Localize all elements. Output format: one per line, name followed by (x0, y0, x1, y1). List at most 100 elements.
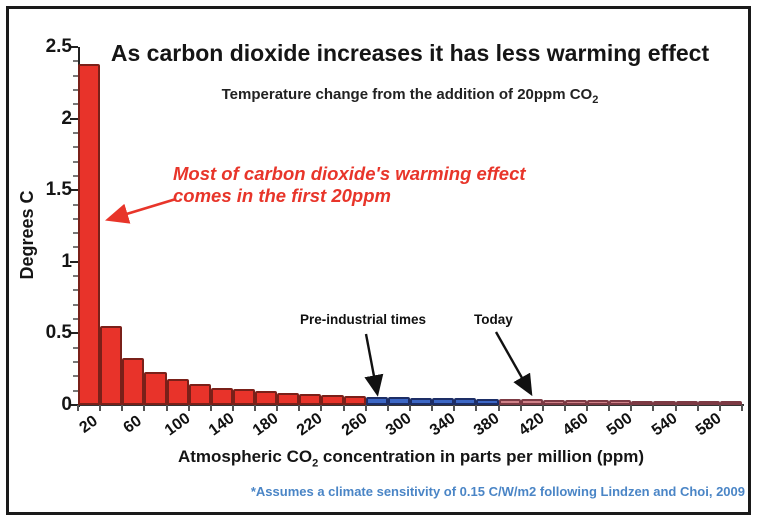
bar-280ppm (365, 396, 388, 405)
y-axis-tick-label: 1 (61, 250, 72, 272)
bar-160ppm (232, 389, 256, 405)
bar-120ppm (188, 383, 211, 405)
y-axis-minor-tick (73, 146, 78, 149)
bar-440ppm (542, 399, 565, 405)
bar-520ppm (631, 400, 654, 405)
y-axis-major-tick (70, 117, 78, 120)
bar-580ppm (697, 400, 720, 405)
bar-300ppm (387, 397, 410, 405)
x-axis-boundary-tick (254, 405, 257, 411)
x-axis-boundary-tick (541, 405, 544, 411)
bar-540ppm (653, 400, 676, 405)
x-axis-title-subscript: 2 (312, 457, 319, 470)
x-axis-boundary-tick (99, 405, 102, 411)
bar-260ppm (343, 395, 366, 405)
y-axis-major-tick (70, 404, 78, 406)
bar-60ppm (122, 357, 145, 405)
x-axis-boundary-tick (143, 405, 146, 411)
y-axis-tick-label: 1.5 (45, 179, 72, 201)
x-axis-boundary-tick (298, 405, 301, 411)
y-axis-minor-tick (73, 289, 78, 292)
y-axis-minor-tick (73, 232, 78, 235)
y-axis-minor-tick (73, 246, 78, 249)
x-axis-boundary-tick (696, 405, 699, 411)
x-axis-boundary-tick (674, 405, 677, 411)
y-axis-major-tick (70, 46, 78, 48)
bar-380ppm (476, 398, 499, 405)
x-axis-boundary-tick (276, 405, 279, 411)
x-axis-boundary-tick (741, 405, 743, 411)
chart-border-frame (6, 6, 751, 515)
bar-140ppm (210, 387, 233, 405)
x-axis-boundary-tick (519, 405, 522, 411)
bar-480ppm (587, 400, 610, 405)
bar-360ppm (454, 398, 477, 405)
x-axis-line (78, 404, 744, 406)
x-axis-boundary-tick (209, 405, 212, 411)
x-axis-boundary-tick (342, 405, 345, 411)
y-axis-minor-tick (73, 361, 78, 364)
bar-560ppm (675, 400, 698, 405)
y-axis-minor-tick (73, 74, 78, 77)
y-axis-minor-tick (73, 318, 78, 321)
bar-420ppm (520, 399, 543, 405)
y-axis-minor-tick (73, 60, 78, 63)
y-axis-tick-label: 2.5 (45, 36, 72, 57)
y-axis-minor-tick (73, 275, 78, 278)
x-axis-boundary-tick (718, 405, 721, 411)
y-axis-tick-label: 0.5 (45, 322, 72, 344)
x-axis-boundary-tick (652, 405, 655, 411)
bar-240ppm (321, 394, 344, 405)
x-axis-boundary-tick (497, 405, 500, 411)
warming-effect-note: Most of carbon dioxide's warming effect … (173, 163, 613, 207)
y-axis-minor-tick (73, 103, 78, 106)
bar-400ppm (498, 399, 521, 405)
bar-500ppm (609, 400, 632, 405)
warming-effect-note-line2: comes in the first 20ppm (173, 184, 391, 206)
bar-80ppm (144, 372, 167, 405)
x-axis-boundary-tick (630, 405, 633, 411)
x-axis-title-text: Atmospheric CO (177, 447, 313, 466)
chart-subtitle-subscript: 2 (592, 94, 599, 106)
x-axis-title-text2: concentration in parts per million (ppm) (318, 447, 645, 466)
y-axis-minor-tick (73, 346, 78, 349)
chart-title: As carbon dioxide increases it has less … (110, 40, 710, 66)
x-axis-boundary-tick (453, 405, 456, 411)
x-axis-boundary-tick (121, 405, 124, 411)
x-axis-boundary-tick (231, 405, 234, 411)
y-axis-title: Degrees C (17, 190, 37, 280)
bar-180ppm (255, 391, 278, 405)
y-axis-minor-tick (73, 131, 78, 134)
bar-40ppm (100, 326, 123, 405)
chart-subtitle-text: Temperature change from the addition of … (221, 86, 593, 103)
bar-220ppm (299, 393, 322, 405)
y-axis-minor-tick (73, 217, 78, 220)
y-axis-major-tick (70, 260, 78, 263)
y-axis-minor-tick (73, 174, 78, 177)
today-label: Today (474, 312, 513, 327)
x-axis-boundary-tick (77, 405, 79, 411)
y-axis-minor-tick (73, 88, 78, 91)
x-axis-boundary-tick (364, 405, 367, 411)
y-axis-major-tick (70, 332, 78, 335)
y-axis-minor-tick (73, 160, 78, 163)
x-axis-boundary-tick (608, 405, 611, 411)
chart-subtitle: Temperature change from the addition of … (80, 86, 740, 106)
bar-340ppm (432, 397, 455, 405)
x-axis-title: Atmospheric CO2 concentration in parts p… (78, 447, 744, 469)
x-axis-boundary-tick (165, 405, 168, 411)
y-axis-tick-label: 0 (61, 394, 72, 415)
y-axis-minor-tick (73, 389, 78, 392)
bar-600ppm (719, 401, 742, 405)
x-axis-boundary-tick (586, 405, 589, 411)
y-axis-minor-tick (73, 375, 78, 378)
y-axis-minor-tick (73, 303, 78, 306)
x-axis-boundary-tick (320, 405, 323, 411)
x-axis-boundary-tick (431, 405, 434, 411)
footnote: *Assumes a climate sensitivity of 0.15 C… (250, 484, 745, 499)
bar-100ppm (166, 379, 189, 405)
bar-460ppm (564, 399, 588, 405)
x-axis-boundary-tick (187, 405, 190, 411)
y-axis-tick-label: 2 (61, 107, 72, 129)
